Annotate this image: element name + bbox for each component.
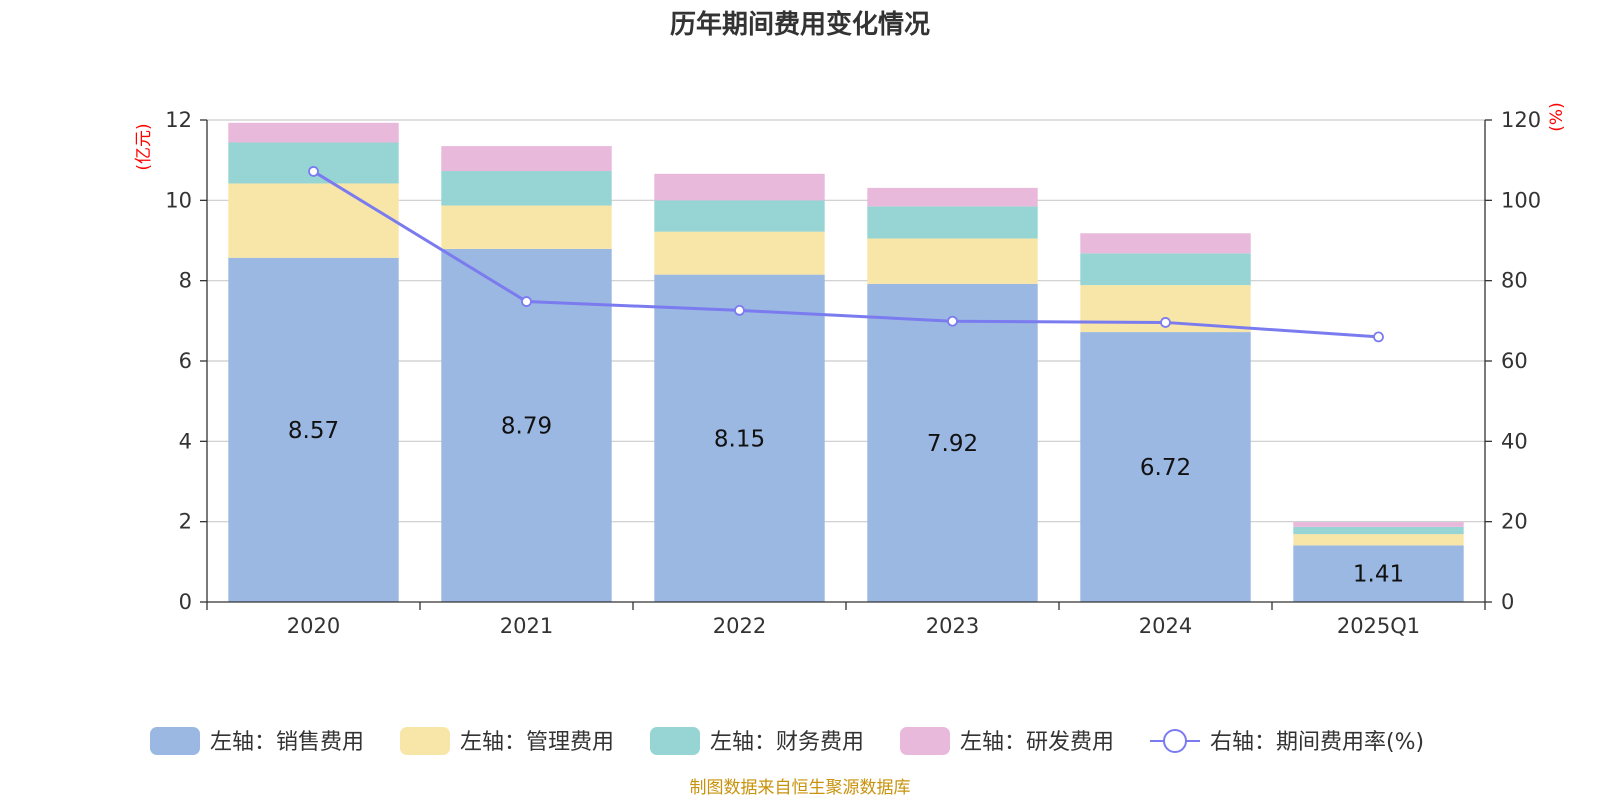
- source-note: 制图数据来自恒生聚源数据库: [690, 778, 911, 798]
- legend-swatch: [900, 727, 950, 755]
- x-tick-label: 2020: [287, 614, 340, 638]
- legend-marker: [1163, 729, 1187, 753]
- bar-segment: [228, 183, 399, 258]
- right-tick-label: 60: [1501, 349, 1528, 373]
- bar-segment: [1293, 534, 1464, 546]
- left-tick-label: 12: [165, 108, 192, 132]
- bar-segment: [867, 283, 1038, 602]
- bar-segment: [441, 171, 612, 206]
- left-tick-label: 10: [165, 188, 192, 212]
- legend-swatch: [150, 727, 200, 755]
- axes: 0 0 2 20 4 40 6 60 8 80 10 100 12 120 2020 2021 2022 2023…: [165, 108, 1541, 638]
- line-point: [734, 304, 745, 316]
- bar-segment: [867, 238, 1038, 284]
- left-axis-unit: (亿元): [134, 123, 154, 170]
- expense-ratio-line: [312, 170, 1379, 339]
- bar-segment: [228, 122, 399, 143]
- bar-segment: [441, 248, 612, 602]
- bar-segment: [228, 257, 399, 602]
- bar-segment: [1080, 253, 1251, 286]
- bar-value-label: 1.41: [1353, 562, 1404, 588]
- line-point: [521, 296, 532, 307]
- line-series: [308, 166, 1384, 343]
- bar-segment: [228, 142, 399, 184]
- right-tick-label: 20: [1501, 510, 1528, 534]
- line-point: [1160, 317, 1171, 328]
- bar-segment: [867, 206, 1038, 239]
- bar-segment: [654, 231, 825, 275]
- legend-label: 左轴：销售费用: [210, 730, 364, 755]
- legend-label: 右轴：期间费用率(%): [1210, 730, 1424, 755]
- left-tick-label: 2: [179, 510, 192, 534]
- x-tick-label: 2024: [1139, 614, 1192, 638]
- bar-segment: [654, 173, 825, 201]
- bar-segment: [441, 146, 612, 172]
- left-tick-label: 8: [179, 269, 192, 293]
- legend-label: 左轴：财务费用: [710, 730, 864, 755]
- data-labels: 8.57 8.79 8.15 7.92 6.72 1.41: [288, 413, 1404, 587]
- bar-segment: [1080, 332, 1251, 602]
- bar-segment: [441, 205, 612, 249]
- bar-value-label: 8.15: [714, 426, 765, 452]
- legend-swatch: [400, 727, 450, 755]
- right-tick-label: 0: [1501, 590, 1514, 614]
- line-point: [947, 315, 958, 327]
- bar-segment: [1293, 522, 1464, 527]
- left-tick-label: 4: [179, 429, 192, 453]
- line-point: [308, 166, 319, 177]
- bar-segment: [1293, 545, 1464, 602]
- legend-label: 左轴：研发费用: [960, 730, 1114, 755]
- right-tick-label: 40: [1501, 429, 1528, 453]
- bar-series: [228, 122, 1464, 602]
- bar-value-label: 8.57: [288, 418, 339, 444]
- chart-title: 历年期间费用变化情况: [670, 9, 930, 40]
- bar-segment: [654, 200, 825, 232]
- bar-segment: [1080, 233, 1251, 254]
- x-tick-label: 2022: [713, 614, 766, 638]
- legend: 左轴：销售费用 左轴：管理费用 左轴：财务费用 左轴：研发费用 右轴：期间费用率(%): [150, 727, 1424, 755]
- bar-segment: [867, 187, 1038, 207]
- left-tick-label: 6: [179, 349, 192, 373]
- bar-value-label: 6.72: [1140, 455, 1191, 481]
- bar-value-label: 7.92: [927, 431, 978, 457]
- right-tick-label: 80: [1501, 269, 1528, 293]
- legend-swatch: [650, 727, 700, 755]
- x-tick-label: 2023: [926, 614, 979, 638]
- left-tick-label: 0: [179, 590, 192, 614]
- right-axis-unit: (%): [1547, 102, 1567, 131]
- x-tick-label: 2025Q1: [1337, 614, 1420, 638]
- line-point: [1373, 331, 1384, 343]
- bar-value-label: 8.79: [501, 413, 552, 439]
- bar-segment: [1293, 526, 1464, 535]
- gridlines: [207, 119, 1485, 523]
- legend-label: 左轴：管理费用: [460, 730, 614, 755]
- right-tick-label: 100: [1501, 188, 1541, 212]
- x-tick-label: 2021: [500, 614, 553, 638]
- bar-segment: [654, 274, 825, 602]
- right-tick-label: 120: [1501, 108, 1541, 132]
